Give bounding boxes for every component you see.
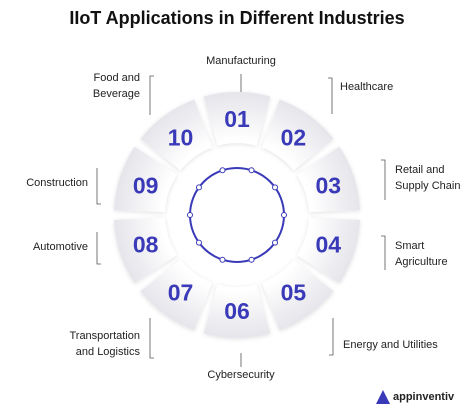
leader-line bbox=[329, 318, 334, 356]
segment-label: Smart bbox=[395, 240, 424, 252]
segment-label: Supply Chain bbox=[395, 180, 460, 192]
segment bbox=[114, 217, 178, 284]
leader-line bbox=[149, 75, 154, 115]
segment-label: Food and bbox=[94, 72, 140, 84]
leader-line bbox=[328, 77, 333, 114]
segment-label: Energy and Utilities bbox=[343, 339, 438, 351]
inner-circle bbox=[189, 167, 285, 263]
segment-number: 08 bbox=[133, 232, 159, 258]
logo: appinventiv bbox=[376, 390, 455, 404]
segment bbox=[296, 146, 360, 213]
segment-number: 10 bbox=[168, 124, 194, 150]
inner-dot bbox=[219, 256, 226, 263]
segment-label: Manufacturing bbox=[206, 55, 276, 67]
segment bbox=[203, 91, 271, 146]
inner-dot bbox=[281, 212, 287, 218]
leader-line bbox=[381, 159, 386, 200]
logo-icon bbox=[376, 390, 390, 404]
segment-label: Construction bbox=[26, 177, 88, 189]
inner-dot bbox=[219, 167, 226, 174]
segment-label: Healthcare bbox=[340, 81, 393, 93]
inner-dot bbox=[248, 167, 255, 174]
leader-line bbox=[381, 235, 386, 270]
segment bbox=[140, 259, 213, 331]
leader-line bbox=[149, 318, 154, 359]
segment-number: 01 bbox=[224, 106, 250, 132]
inner-dot bbox=[195, 184, 202, 191]
inner-dot bbox=[195, 239, 202, 246]
segment bbox=[296, 217, 360, 284]
segment-number: 06 bbox=[224, 298, 250, 324]
segment-number: 07 bbox=[168, 280, 194, 306]
segment-number: 02 bbox=[281, 124, 307, 150]
leader-line bbox=[96, 168, 101, 205]
ring: 01 02 03 04 05 06 07 08 09 10 bbox=[114, 91, 360, 338]
segment-number: 09 bbox=[133, 172, 159, 198]
title: IIoT Applications in Different Industrie… bbox=[69, 8, 404, 28]
segment-number: 05 bbox=[281, 280, 307, 306]
segment bbox=[114, 146, 178, 213]
inner-dot bbox=[248, 256, 255, 263]
segment bbox=[140, 99, 213, 171]
segment-label: and Logistics bbox=[76, 346, 141, 358]
inner-dot bbox=[272, 184, 279, 191]
segment bbox=[261, 99, 334, 171]
leader-line bbox=[96, 232, 101, 265]
segment-label: Transportation bbox=[69, 330, 140, 342]
segment-number: 04 bbox=[316, 232, 342, 258]
segment-label: Cybersecurity bbox=[207, 369, 275, 381]
segment-label: Automotive bbox=[33, 241, 88, 253]
segment-label: Agriculture bbox=[395, 256, 448, 268]
inner-dot bbox=[187, 212, 193, 218]
inner-dot bbox=[272, 239, 279, 246]
segment-label: Beverage bbox=[93, 88, 140, 100]
segment bbox=[203, 284, 271, 338]
segment-number: 03 bbox=[316, 172, 342, 198]
logo-text: appinventiv bbox=[393, 391, 455, 403]
segment bbox=[261, 259, 334, 331]
segment-label: Retail and bbox=[395, 164, 445, 176]
